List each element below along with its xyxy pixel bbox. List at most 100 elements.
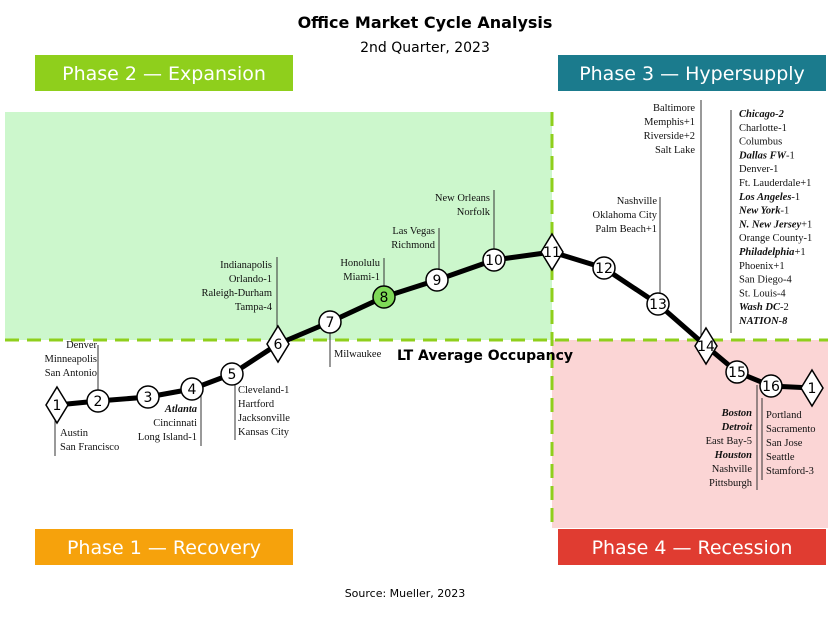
market-label: Austin xyxy=(60,428,89,439)
market-label: Palm Beach+1 xyxy=(595,224,657,235)
market-name: N. New Jersey xyxy=(738,219,801,230)
expansion-region xyxy=(5,112,552,340)
subtitle: 2nd Quarter, 2023 xyxy=(360,40,490,56)
node-circle xyxy=(86,389,110,413)
market-name: San Diego-4 xyxy=(739,275,793,286)
market-label: Salt Lake xyxy=(655,145,695,156)
node-label: 1 xyxy=(808,381,817,397)
market-name: Chicago-2 xyxy=(739,109,785,120)
node-label: 9 xyxy=(433,273,442,289)
market-name: Las Vegas xyxy=(392,226,435,237)
market-name: New Orleans xyxy=(435,193,490,204)
market-name: Charlotte-1 xyxy=(739,123,787,134)
market-label: St. Louis-4 xyxy=(739,288,786,299)
market-label: NATION-8 xyxy=(738,316,788,327)
market-label: Hartford xyxy=(238,399,275,410)
node-label: 2 xyxy=(94,394,103,410)
market-name: Houston xyxy=(714,450,753,461)
node-circle xyxy=(592,256,616,280)
market-name: Pittsburgh xyxy=(709,478,753,489)
market-name: Baltimore xyxy=(653,103,695,114)
market-name: Nashville xyxy=(617,196,658,207)
market-name: Norfolk xyxy=(457,207,491,218)
market-name: Hartford xyxy=(238,399,275,410)
market-name: Orlando-1 xyxy=(229,274,272,285)
market-label: Ft. Lauderdale+1 xyxy=(739,178,811,189)
market-name: Boston xyxy=(721,408,753,419)
node-label: 3 xyxy=(144,390,153,406)
node-label: 10 xyxy=(485,253,503,269)
phase-label: Phase 1 — Recovery xyxy=(67,537,261,559)
market-label: Detroit xyxy=(721,422,753,433)
node-circle xyxy=(220,362,244,386)
market-label: Indianapolis xyxy=(220,260,272,271)
node-label: 1 xyxy=(53,398,62,414)
node-label: 14 xyxy=(697,339,715,355)
market-name: Phoenix+1 xyxy=(739,261,785,272)
market-name: Portland xyxy=(766,410,802,421)
node-label: 15 xyxy=(728,365,746,381)
market-name: Palm Beach+1 xyxy=(595,224,657,235)
market-name: Raleigh-Durham xyxy=(201,288,272,299)
market-name: Honolulu xyxy=(340,258,380,269)
node-circle xyxy=(136,385,160,409)
market-label: Los Angeles-1 xyxy=(738,192,800,203)
market-name: Nashville xyxy=(712,464,753,475)
market-change: -1 xyxy=(781,206,790,217)
phase-label: Phase 2 — Expansion xyxy=(62,63,266,85)
node-label: 11 xyxy=(543,245,561,261)
market-name: Indianapolis xyxy=(220,260,272,271)
market-change: -2 xyxy=(780,302,789,313)
market-label: N. New Jersey+1 xyxy=(738,219,812,230)
market-label: Milwaukee xyxy=(334,349,382,360)
market-label: Long Island-1 xyxy=(138,432,197,443)
market-name: Cincinnati xyxy=(153,418,197,429)
market-label: Denver xyxy=(66,340,97,351)
market-label: Orlando-1 xyxy=(229,274,272,285)
market-label: Honolulu xyxy=(340,258,380,269)
node-diamond xyxy=(266,324,290,364)
source: Source: Mueller, 2023 xyxy=(345,587,466,600)
market-change: +1 xyxy=(801,219,812,230)
node-diamond xyxy=(45,385,69,425)
market-name: Riverside+2 xyxy=(644,131,695,142)
market-label: Dallas FW-1 xyxy=(738,150,795,161)
market-label: San Jose xyxy=(766,438,803,449)
node-label: 7 xyxy=(326,315,335,331)
market-name: Oklahoma City xyxy=(593,210,658,221)
market-name: Memphis+1 xyxy=(644,117,695,128)
market-label: Nashville xyxy=(617,196,658,207)
market-label: Chicago-2 xyxy=(739,109,785,120)
market-name: Long Island-1 xyxy=(138,432,197,443)
market-name: Philadelphia xyxy=(739,247,794,258)
market-name: San Antonio xyxy=(45,368,97,379)
market-label: Tampa-4 xyxy=(235,302,273,313)
market-label: San Diego-4 xyxy=(739,275,793,286)
market-name: Minneapolis xyxy=(45,354,98,365)
market-name: St. Louis-4 xyxy=(739,288,786,299)
market-name: Cleveland-1 xyxy=(238,385,289,396)
market-name: Richmond xyxy=(391,240,435,251)
node-circle xyxy=(482,248,506,272)
market-label: Nashville xyxy=(712,464,753,475)
market-name: Austin xyxy=(60,428,89,439)
node-label: 4 xyxy=(188,382,197,398)
market-name: Wash DC xyxy=(739,302,781,313)
market-label: Oklahoma City xyxy=(593,210,658,221)
market-label: Columbus xyxy=(739,137,782,148)
node-label: 5 xyxy=(228,367,237,383)
market-label: Minneapolis xyxy=(45,354,98,365)
node-diamond xyxy=(800,368,824,408)
market-label: Denver-1 xyxy=(739,164,778,175)
market-name: Ft. Lauderdale+1 xyxy=(739,178,811,189)
market-name: Detroit xyxy=(721,422,753,433)
market-label: Portland xyxy=(766,410,802,421)
phase-box xyxy=(35,55,293,91)
market-label: Cleveland-1 xyxy=(238,385,289,396)
market-label: Houston xyxy=(714,450,753,461)
node-circle xyxy=(759,374,783,398)
recession-region xyxy=(552,340,828,528)
market-label: Charlotte-1 xyxy=(739,123,787,134)
market-name: San Francisco xyxy=(60,442,119,453)
market-label: Baltimore xyxy=(653,103,695,114)
